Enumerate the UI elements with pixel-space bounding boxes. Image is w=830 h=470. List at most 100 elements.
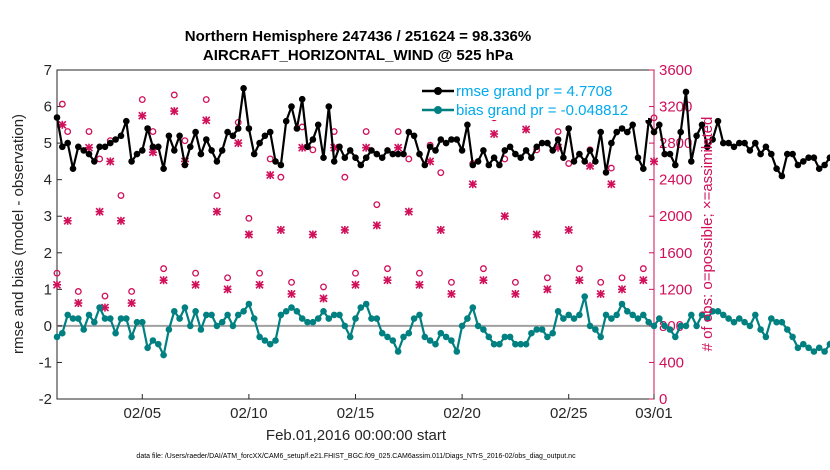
rmse-point [522, 147, 530, 154]
rmse-point [197, 150, 205, 158]
obs-possible-point [416, 269, 423, 277]
bias-point [554, 308, 562, 315]
rmse-point [224, 128, 231, 136]
rmse-point [560, 154, 567, 161]
bias-point [234, 311, 242, 319]
legend-rmse-marker [434, 87, 442, 95]
obs-assimilated-point [255, 280, 264, 289]
rmse-point [384, 147, 391, 154]
obs-possible-point [160, 265, 168, 273]
bias-point [373, 315, 381, 322]
obs-possible-point [437, 169, 445, 177]
rmse-point [96, 143, 103, 151]
rmse-point [549, 147, 556, 154]
bias-point [405, 329, 413, 337]
bias-point [752, 311, 759, 319]
bias-point [533, 326, 540, 333]
rmse-point [203, 136, 210, 143]
y-tick-label: 3 [44, 208, 52, 225]
bias-point [288, 304, 295, 311]
rmse-point [789, 150, 796, 158]
rmse-point [112, 136, 119, 143]
bias-point [661, 322, 668, 330]
bias-point [96, 304, 103, 311]
obs-possible-point [170, 91, 178, 99]
rmse-point [53, 114, 61, 121]
bias-point [400, 333, 407, 341]
obs-assimilated-point [447, 289, 456, 298]
bias-point [757, 326, 764, 333]
bias-point [160, 351, 167, 359]
rmse-point [256, 139, 263, 147]
rmse-point [64, 139, 71, 147]
bias-point [416, 311, 423, 319]
y-tick-label: -1 [39, 354, 52, 371]
bias-point [629, 311, 636, 319]
rmse-point [757, 150, 764, 158]
bias-point [688, 311, 695, 319]
obs-assimilated-point [511, 289, 520, 298]
rmse-point [458, 147, 466, 154]
rmse-point [171, 147, 178, 154]
rmse-point [469, 161, 477, 169]
rmse-point [117, 132, 125, 140]
bias-point [768, 315, 775, 322]
obs-possible-point [245, 214, 253, 222]
rmse-point [229, 132, 237, 140]
rmse-point [288, 103, 295, 110]
bias-point [208, 311, 215, 319]
obs-possible-point [277, 173, 285, 181]
rmse-point [378, 154, 386, 161]
bias-point [709, 308, 716, 315]
rmse-point [602, 169, 610, 176]
bias-point [149, 337, 157, 344]
rmse-point [325, 103, 333, 110]
bias-point [821, 348, 828, 355]
bias-point [677, 322, 684, 330]
bias-point [778, 318, 786, 326]
obs-assimilated-point [415, 280, 424, 289]
obs-assimilated-point [436, 225, 445, 234]
rmse-point [778, 172, 786, 180]
bias-point [389, 337, 397, 344]
rmse-point [149, 143, 157, 151]
obs-assimilated-point [159, 276, 168, 285]
obs-possible-point [320, 283, 327, 291]
bias-point [107, 315, 114, 322]
rmse-point [336, 143, 343, 151]
bias-point [64, 311, 71, 319]
bias-point [352, 315, 359, 322]
rmse-point [133, 150, 141, 158]
obs-possible-point [373, 201, 381, 209]
y-right-tick-label: 1600 [659, 245, 692, 262]
bias-point [762, 333, 770, 341]
obs-assimilated-point [266, 171, 275, 180]
bias-point [421, 333, 429, 341]
x-tick-label: 03/01 [635, 405, 673, 422]
rmse-point [698, 121, 706, 129]
y-tick-label: 4 [44, 172, 52, 189]
rmse-point [480, 147, 487, 154]
y-axis-label-left: rmse and bias (model - observation) [10, 114, 27, 354]
bias-point [256, 333, 263, 341]
bias-point [240, 308, 247, 315]
obs-possible-point [138, 96, 146, 104]
bias-point [581, 293, 588, 300]
bias-point [218, 318, 226, 326]
bias-point [336, 311, 343, 319]
y-right-tick-label: 0 [659, 391, 667, 408]
rmse-point [128, 158, 135, 165]
rmse-point [59, 143, 66, 151]
obs-assimilated-point [212, 207, 221, 216]
obs-possible-point [607, 164, 615, 172]
rmse-point [826, 154, 830, 161]
rmse-point [752, 139, 759, 147]
bias-point [714, 308, 722, 315]
rmse-point [810, 154, 818, 161]
bias-point [298, 315, 306, 322]
bias-point [197, 326, 205, 333]
obs-possible-point [447, 278, 455, 286]
y-tick-label: 6 [44, 99, 52, 116]
rmse-point [533, 143, 540, 151]
